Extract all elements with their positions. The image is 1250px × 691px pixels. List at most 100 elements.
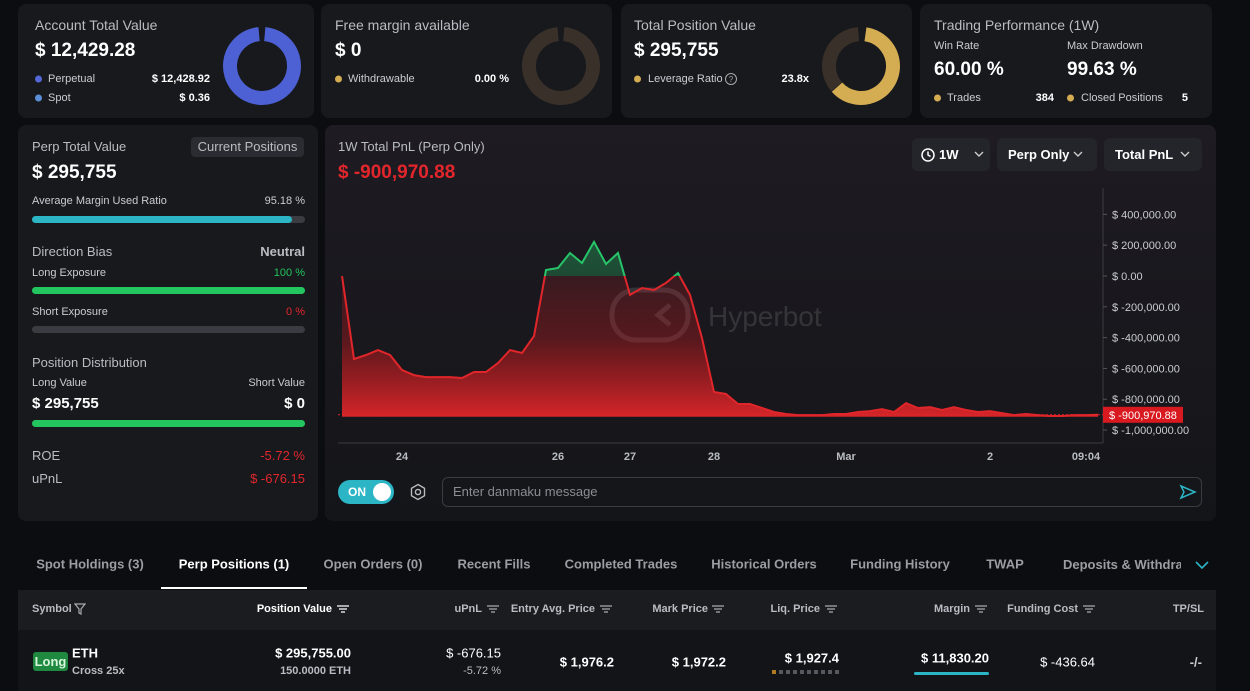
- column-header[interactable]: Liq. Price: [770, 603, 820, 615]
- area-negative: [342, 275, 1098, 417]
- donut-ring: [822, 27, 900, 105]
- tab-underline: [161, 587, 307, 589]
- upnl-pct: -5.72 %: [463, 665, 501, 677]
- upnl-value: $ -676.15: [250, 471, 305, 486]
- stat-label: Max Drawdown: [1067, 40, 1143, 52]
- roe-label: ROE: [32, 448, 61, 463]
- watermark: Hyperbot: [708, 301, 822, 332]
- mark-price: $ 1,972.2: [671, 654, 726, 670]
- tab-active[interactable]: Perp Positions (1): [178, 556, 290, 572]
- stat-value: 60.00 %: [934, 59, 1004, 80]
- scope-dropdown[interactable]: Perp Only: [997, 138, 1097, 171]
- danmaku-toggle[interactable]: ON: [338, 480, 394, 504]
- y-tick-label: $ -400,000.00: [1112, 333, 1180, 345]
- row-label: Withdrawable: [348, 73, 415, 85]
- dropdown-label: Perp Only: [1008, 147, 1070, 162]
- card-title: Trading Performance (1W): [934, 17, 1100, 33]
- progress-fill: [32, 216, 292, 223]
- symbol[interactable]: ETH: [72, 645, 98, 661]
- column-header[interactable]: uPnL: [454, 603, 483, 615]
- side-badge: Long: [33, 652, 68, 671]
- last-value-badge: [1103, 406, 1183, 423]
- exposure-label: Short Exposure: [32, 306, 108, 318]
- column-header[interactable]: Symbol: [32, 603, 72, 615]
- svg-text:?: ?: [729, 75, 734, 84]
- x-tick-label: 28: [708, 451, 720, 463]
- card-value: $ 0: [335, 40, 362, 61]
- row-value: $ 12,428.92: [151, 73, 210, 85]
- donut: [223, 27, 301, 105]
- tab[interactable]: Historical Orders: [711, 556, 817, 572]
- card-title: Account Total Value: [35, 17, 158, 33]
- legend-dot: [1067, 94, 1074, 102]
- danmaku-input[interactable]: Enter danmaku message: [442, 477, 1202, 507]
- row-label: Leverage Ratio: [648, 73, 723, 85]
- toggle-label: ON: [348, 485, 366, 499]
- x-tick-label: 2: [987, 451, 993, 463]
- metric-dropdown[interactable]: Total PnL: [1104, 138, 1202, 171]
- tab[interactable]: Open Orders (0): [323, 556, 423, 572]
- roe-value: -5.72 %: [260, 448, 305, 463]
- column-header[interactable]: Margin: [933, 603, 970, 615]
- tab[interactable]: Recent Fills: [457, 556, 531, 572]
- progress-fill: [32, 287, 305, 294]
- tab-clip: Deposits & Withdraw: [1063, 554, 1181, 574]
- position-value: $ 295,755.00: [275, 645, 351, 661]
- info-icon[interactable]: ?: [724, 72, 738, 86]
- tp-sl[interactable]: -/-: [1189, 654, 1202, 670]
- pnl-chart: Hyperbot $ 400,000.00 $ 200,000.00 $ 0.00 $ …: [338, 188, 1189, 463]
- upnl: $ -676.15: [446, 645, 501, 661]
- donut-ring: [522, 27, 600, 105]
- chart-panel: [325, 125, 1216, 521]
- tab[interactable]: TWAP: [986, 556, 1024, 572]
- section-title: Direction Bias: [32, 244, 113, 259]
- dist-value: $ 0: [284, 395, 305, 412]
- x-tick-label: 26: [552, 451, 564, 463]
- legend-dot: [35, 75, 42, 83]
- period-dropdown[interactable]: 1W: [912, 138, 990, 171]
- donut: [822, 27, 900, 105]
- progress-track: [32, 287, 305, 294]
- tab[interactable]: Deposits & Withdraw: [1063, 557, 1181, 572]
- settings-icon[interactable]: [409, 483, 427, 501]
- table-header: [18, 590, 1216, 630]
- toggle-knob: [373, 483, 391, 501]
- upnl-label: uPnL: [32, 471, 63, 486]
- column-header[interactable]: Funding Cost: [1007, 603, 1078, 615]
- legend-dot: [35, 94, 42, 102]
- row-value: 0.00 %: [474, 73, 509, 85]
- chart-title: 1W Total PnL (Perp Only): [338, 139, 485, 154]
- column-header[interactable]: Position Value: [256, 603, 332, 615]
- liq-price: $ 1,927.4: [784, 650, 839, 666]
- column-header[interactable]: Mark Price: [652, 603, 708, 615]
- progress-track: [32, 216, 305, 223]
- y-tick-label: $ 200,000.00: [1112, 240, 1176, 252]
- y-tick-label: $ 0.00: [1112, 271, 1143, 283]
- last-value-label: $ -900,970.88: [1109, 410, 1177, 422]
- row-label: Perpetual: [48, 73, 96, 85]
- stat-value: 99.63 %: [1067, 59, 1137, 80]
- filter-icon[interactable]: [74, 603, 86, 615]
- x-tick-label: 24: [396, 451, 409, 463]
- card-title: Free margin available: [335, 17, 470, 33]
- column-header[interactable]: TP/SL: [1172, 603, 1204, 615]
- current-positions-button[interactable]: Current Positions: [191, 137, 304, 157]
- y-tick-label: $ -1,000,000.00: [1112, 425, 1189, 437]
- tabs-more[interactable]: [1195, 560, 1209, 570]
- progress-fill: [32, 420, 305, 427]
- row-value: $ 0.36: [179, 92, 210, 104]
- exposure-value: 0 %: [286, 306, 305, 318]
- tab[interactable]: Spot Holdings (3): [36, 556, 144, 572]
- x-tick-label: 09:04: [1072, 451, 1101, 463]
- x-tick-label: 27: [624, 451, 636, 463]
- legend-dot: [634, 75, 641, 83]
- card-value: $ 12,429.28: [35, 40, 136, 61]
- send-icon[interactable]: [1179, 483, 1197, 501]
- tab[interactable]: Funding History: [850, 556, 950, 572]
- panel-title: Perp Total Value: [32, 139, 127, 154]
- column-header[interactable]: Entry Avg. Price: [510, 603, 595, 615]
- pnl-value: $ -900,970.88: [338, 162, 456, 183]
- funding-cost: $ -436.64: [1040, 654, 1095, 670]
- tab[interactable]: Completed Trades: [564, 556, 678, 572]
